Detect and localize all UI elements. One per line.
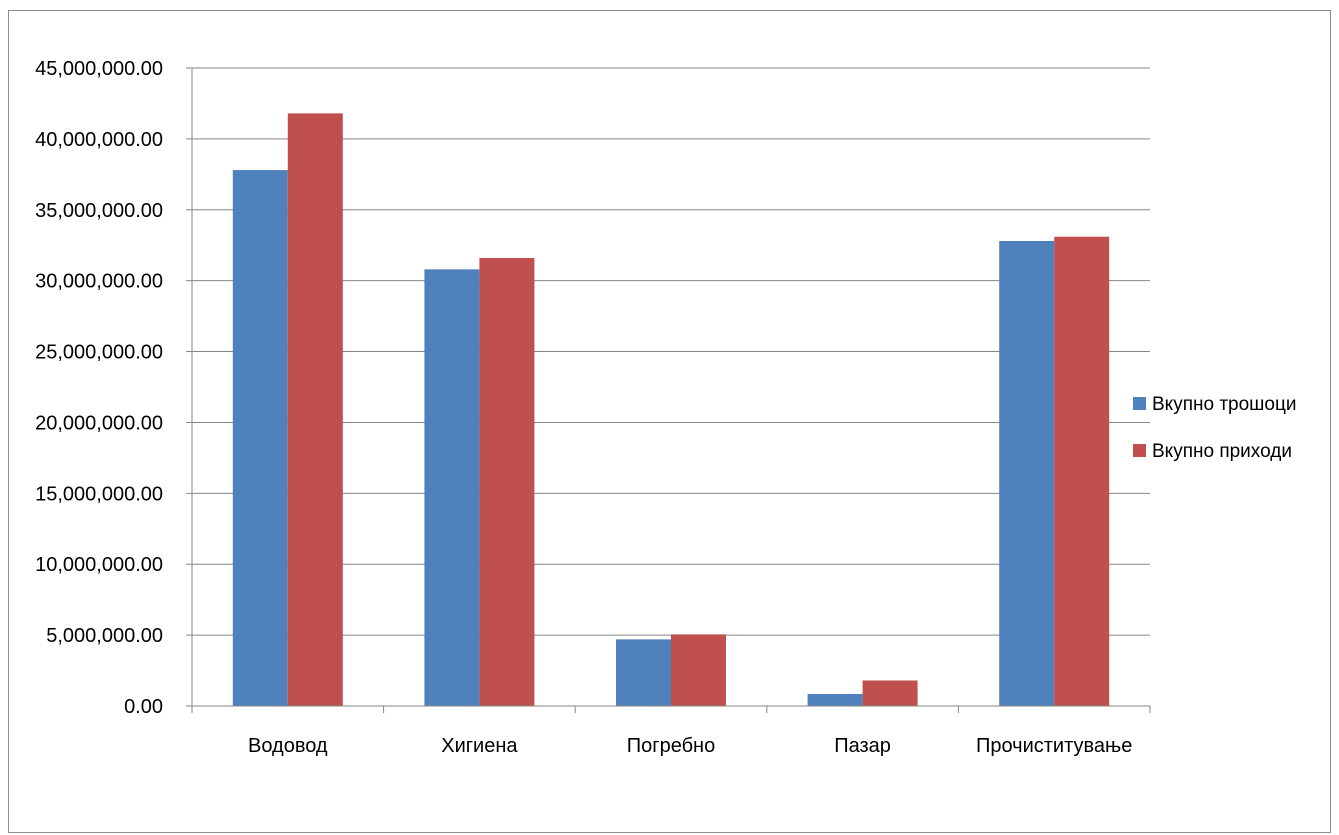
y-tick-label: 25,000,000.00 bbox=[35, 342, 163, 364]
x-tick-label: Водовод bbox=[248, 735, 328, 757]
y-tick-label: 20,000,000.00 bbox=[35, 412, 163, 434]
gridlines bbox=[192, 67, 1150, 636]
x-tick-labels: Водовод Хигиена Погребно Пазар Прочиститувањ… bbox=[248, 735, 1132, 757]
bar-income bbox=[479, 257, 535, 706]
bar-expenses bbox=[807, 693, 863, 706]
bar-income bbox=[671, 634, 726, 706]
bars bbox=[232, 113, 1110, 707]
y-tick-label: 5,000,000.00 bbox=[46, 625, 163, 647]
y-tick-labels: 0.00 5,000,000.00 10,000,000.00 15,000,000.… bbox=[35, 58, 163, 718]
x-tick-label: Прочиститување bbox=[976, 735, 1132, 757]
x-tick-label: Хигиена bbox=[441, 735, 518, 757]
y-tick-label: 40,000,000.00 bbox=[35, 129, 163, 151]
x-tick-label: Пазар bbox=[834, 735, 891, 757]
y-tick-label: 15,000,000.00 bbox=[35, 483, 163, 505]
bar-expenses bbox=[232, 170, 288, 706]
y-tick-label: 0.00 bbox=[124, 696, 163, 718]
bar-expenses bbox=[616, 639, 671, 706]
y-tick-label: 35,000,000.00 bbox=[35, 200, 163, 222]
y-tick-label: 45,000,000.00 bbox=[35, 58, 163, 80]
bar-expenses bbox=[999, 240, 1055, 707]
bar-income bbox=[1054, 236, 1110, 706]
x-tick-label: Погребно bbox=[627, 735, 715, 757]
legend-label: Вкупно трошоци bbox=[1152, 394, 1296, 415]
y-tick-label: 10,000,000.00 bbox=[35, 554, 163, 576]
legend: Вкупно трошоци Вкупно приходи bbox=[1133, 394, 1296, 462]
legend-swatch bbox=[1133, 397, 1146, 410]
legend-swatch bbox=[1133, 444, 1146, 457]
bar-income bbox=[862, 680, 918, 706]
bar-income bbox=[287, 113, 343, 706]
y-tick-label: 30,000,000.00 bbox=[35, 271, 163, 293]
axes bbox=[186, 67, 1151, 713]
bar-expenses bbox=[424, 269, 480, 706]
legend-label: Вкупно приходи bbox=[1152, 441, 1292, 462]
